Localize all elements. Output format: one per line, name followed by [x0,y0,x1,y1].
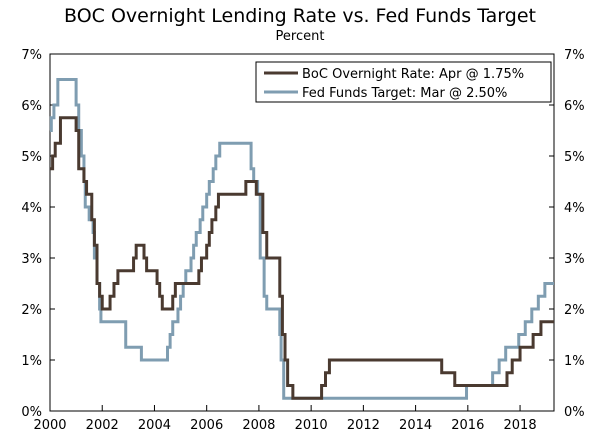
y-tick-label-left: 6% [21,99,42,114]
x-tick-label: 2008 [242,418,275,433]
y-tick-label-right: 2% [564,303,585,318]
chart-title: BOC Overnight Lending Rate vs. Fed Funds… [64,5,536,27]
y-tick-label-left: 1% [21,354,42,369]
x-tick-label: 2004 [138,418,171,433]
y-axis-right: 0% 1% 2% 3% 4% 5% 6% 7% [549,48,585,420]
legend-label-boc: BoC Overnight Rate: Apr @ 1.75% [302,67,524,82]
x-tick-label: 2002 [86,418,119,433]
y-tick-label-left: 3% [21,252,42,267]
y-tick-label-left: 0% [21,405,42,420]
y-tick-label-left: 4% [21,201,42,216]
x-tick-label: 2000 [33,418,66,433]
x-axis: 2000 2002 2004 2006 2008 2010 2012 2014 2016 2018 [33,405,537,433]
y-tick-label-left: 5% [21,150,42,165]
y-tick-label-right: 1% [564,354,585,369]
x-tick-label: 2006 [190,418,223,433]
x-tick-label: 2018 [504,418,537,433]
y-axis-left: 0% 1% 2% 3% 4% 5% 6% 7% [21,48,55,420]
chart-subtitle: Percent [276,29,325,44]
y-tick-label-right: 4% [564,201,585,216]
y-tick-label-right: 5% [564,150,585,165]
y-tick-label-right: 0% [564,405,585,420]
series-line-fed-funds-target [49,78,554,400]
x-tick-label: 2016 [451,418,484,433]
legend-label-fed: Fed Funds Target: Mar @ 2.50% [302,86,507,101]
y-tick-label-right: 3% [564,252,585,267]
y-tick-label-left: 2% [21,303,42,318]
legend: BoC Overnight Rate: Apr @ 1.75% Fed Fund… [255,61,552,103]
series-lines [49,78,554,400]
y-tick-label-left: 7% [21,48,42,63]
x-tick-label: 2014 [399,418,432,433]
y-tick-label-right: 6% [564,99,585,114]
y-tick-label-right: 7% [564,48,585,63]
plot-frame [49,53,555,412]
legend-box [255,61,552,103]
x-tick-label: 2010 [295,418,328,433]
series-line-boc-overnight-rate [50,116,554,400]
x-tick-label: 2012 [347,418,380,433]
